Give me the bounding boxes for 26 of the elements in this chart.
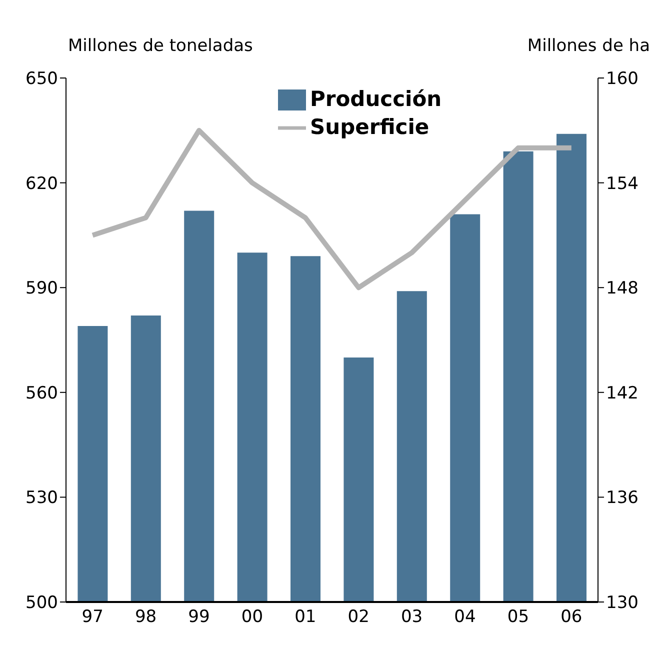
y2-tick-label: 154 <box>606 174 638 194</box>
x-tick-label: 00 <box>241 607 264 628</box>
x-tick-label: 03 <box>400 607 423 628</box>
y2-tick-label: 136 <box>606 488 638 508</box>
y-tick-label: 590 <box>26 278 58 299</box>
y2-tick-label: 148 <box>606 278 638 299</box>
y-tick-label: 620 <box>26 174 58 194</box>
x-tick-label: 99 <box>188 607 210 628</box>
x-tick-label: 01 <box>294 607 316 628</box>
legend-label: Producción <box>310 86 442 111</box>
y2-tick-label: 142 <box>606 383 638 404</box>
x-tick-label: 02 <box>348 607 370 628</box>
y2-tick-label: 160 <box>606 69 638 90</box>
y-tick-label: 650 <box>26 69 58 90</box>
x-tick-label: 04 <box>454 607 476 628</box>
legend-label: Superficie <box>310 114 430 139</box>
x-tick-label: 06 <box>560 607 582 628</box>
x-tick-label: 05 <box>507 607 530 628</box>
y-axis-title: Millones de toneladas <box>68 36 253 58</box>
x-tick-label: 98 <box>134 607 157 628</box>
y2-tick-label: 130 <box>606 593 638 614</box>
y-tick-label: 530 <box>26 488 58 508</box>
y-tick-label: 560 <box>26 383 58 404</box>
y2-axis-title: Millones de ha <box>527 36 650 58</box>
x-tick-label: 97 <box>82 607 104 628</box>
y-tick-label: 500 <box>26 593 58 614</box>
